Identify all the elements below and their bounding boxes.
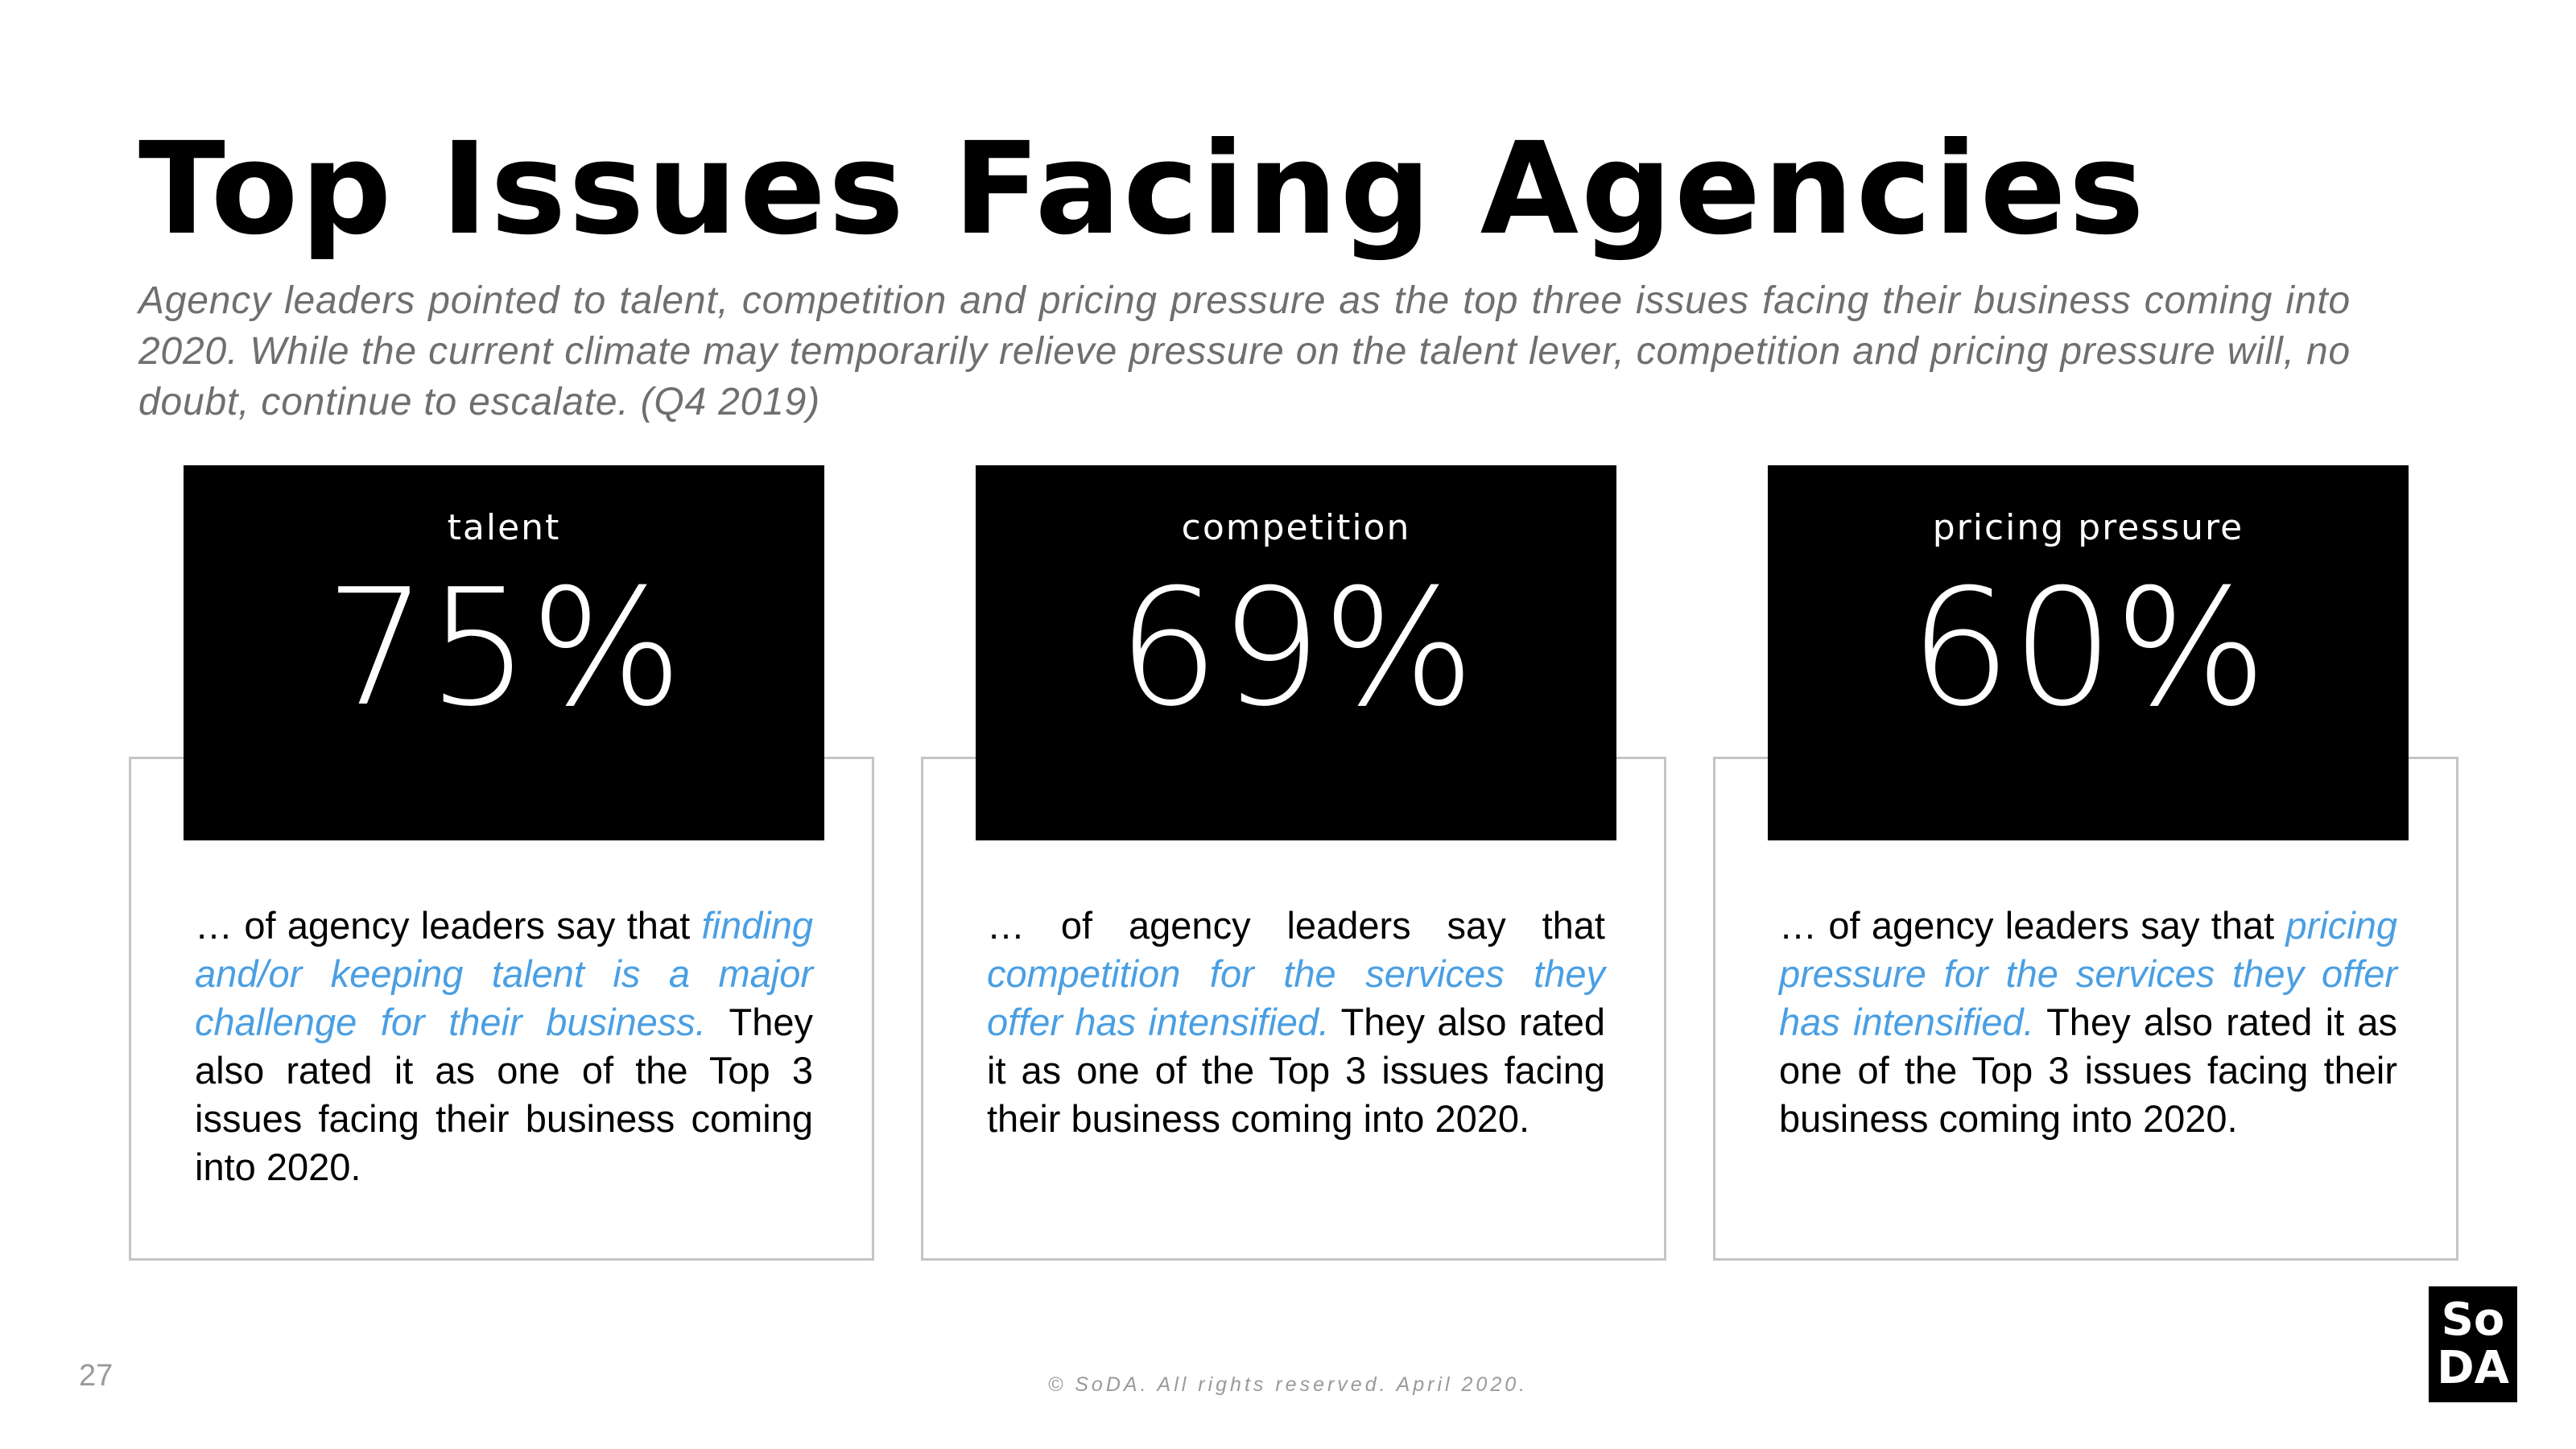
- description-text: … of agency leaders say that: [1779, 904, 2286, 947]
- description-highlight: pricing pressure for the services they o…: [1779, 904, 2397, 1043]
- page-number: 27: [79, 1359, 114, 1393]
- description-text: They also rated it as one of the Top 3 i…: [1779, 1001, 2397, 1140]
- copyright-footer: © SoDA. All rights reserved. April 2020.: [1047, 1373, 1529, 1396]
- stat-card-pricing-pressure: [1713, 757, 2458, 1261]
- description-highlight: competition for the services they offer …: [987, 952, 1605, 1043]
- logo-text-top: So: [2441, 1294, 2505, 1346]
- stat-card-competition: [921, 757, 1666, 1261]
- description-text: They also rated it as one of the Top 3 i…: [987, 1001, 1605, 1140]
- stat-description-competition: … of agency leaders say that competition…: [987, 902, 1605, 1143]
- stat-label: pricing pressure: [1932, 507, 2244, 548]
- description-highlight: finding and/or keeping talent is a major…: [195, 904, 813, 1043]
- description-text: They also rated it as one of the Top 3 i…: [195, 1001, 813, 1188]
- description-text: … of agency leaders say that: [987, 904, 1605, 947]
- stat-value: 69%: [1117, 555, 1476, 742]
- stat-box-competition: competition 69%: [976, 465, 1616, 840]
- stat-description-pricing-pressure: … of agency leaders say that pricing pre…: [1779, 902, 2397, 1143]
- subtitle: Agency leaders pointed to talent, compet…: [138, 279, 2351, 423]
- stat-value: 60%: [1909, 555, 2268, 742]
- stat-card-talent: [129, 757, 874, 1261]
- stat-box-pricing-pressure: pricing pressure 60%: [1768, 465, 2409, 840]
- logo-text-bottom: DA: [2437, 1342, 2509, 1394]
- page-title: Top Issues Facing Agencies: [138, 115, 2147, 263]
- stat-value: 75%: [324, 555, 683, 742]
- stat-description-talent: … of agency leaders say that finding and…: [195, 902, 813, 1191]
- stat-label: talent: [447, 507, 561, 548]
- description-text: … of agency leaders say that: [195, 904, 702, 947]
- stat-box-talent: talent 75%: [184, 465, 824, 840]
- soda-logo: So DA: [2429, 1286, 2517, 1402]
- stat-label: competition: [1181, 507, 1411, 548]
